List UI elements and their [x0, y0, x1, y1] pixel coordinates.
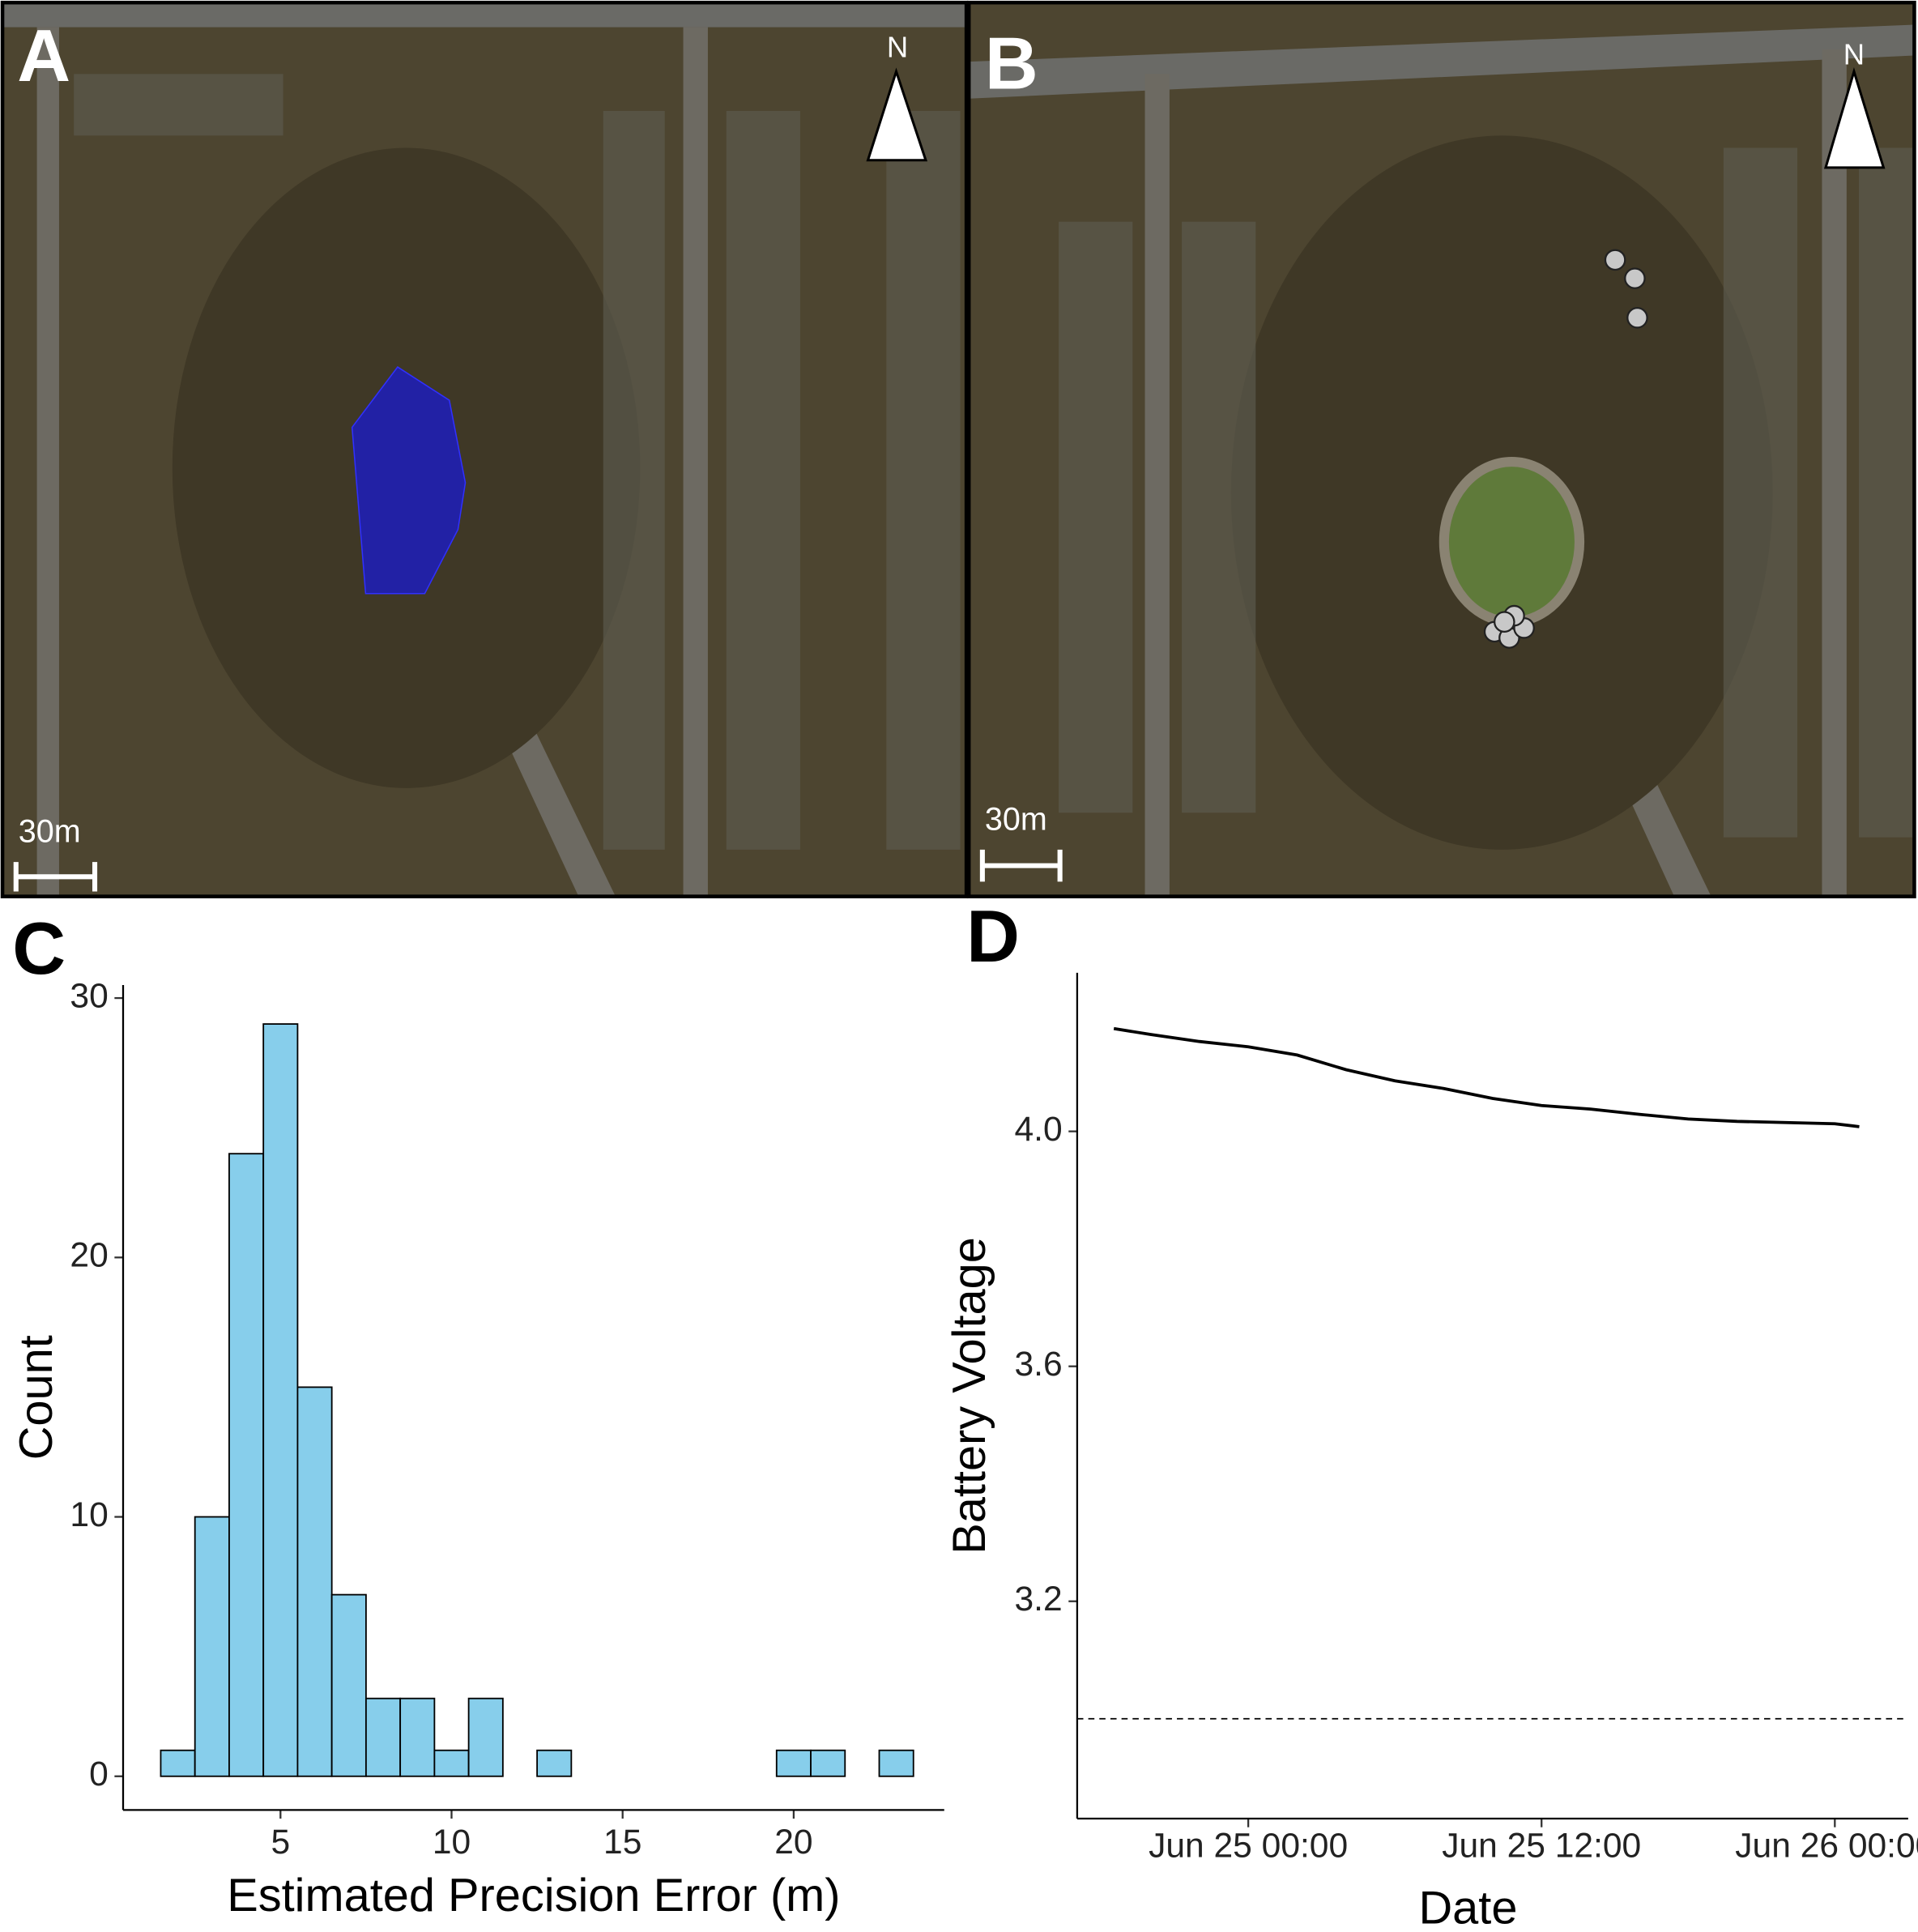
location-point — [1604, 249, 1626, 271]
x-tick-label: 5 — [271, 1823, 290, 1862]
scale-bar — [979, 849, 1063, 882]
y-tick-label: 3.6 — [1015, 1345, 1063, 1384]
bar — [467, 1697, 504, 1777]
y-tick-label: 0 — [89, 1755, 109, 1793]
road — [1822, 49, 1847, 897]
location-point — [1624, 267, 1646, 289]
road — [2, 2, 967, 28]
bar — [810, 1749, 846, 1777]
north-arrow — [866, 67, 928, 162]
bar — [878, 1749, 914, 1777]
x-tick-label: 15 — [603, 1823, 641, 1862]
bar — [433, 1749, 470, 1777]
x-axis-title: Estimated Precision Error (m) — [227, 1870, 840, 1921]
map-frame — [966, 0, 1916, 898]
north-label: N — [1843, 38, 1865, 71]
houses — [603, 110, 665, 850]
location-point — [1494, 611, 1515, 633]
road — [36, 27, 59, 897]
bar — [364, 1697, 402, 1777]
bar — [262, 1023, 299, 1777]
charts: 5 10 15 20 0 10 20 30 Estimated Precision Error … — [11, 895, 1918, 1932]
bar — [194, 1516, 230, 1777]
houses — [1059, 221, 1133, 813]
panel-label: C — [12, 907, 66, 990]
houses — [726, 110, 800, 850]
houses — [1723, 147, 1798, 838]
map-b: N 30m B — [966, 0, 1916, 898]
x-tick-label: Jun 25 12:00 — [1442, 1827, 1641, 1866]
location-points — [1483, 249, 1648, 649]
y-tick-label: 4.0 — [1015, 1110, 1063, 1149]
clearing — [1438, 457, 1585, 627]
houses — [886, 110, 961, 850]
bar — [160, 1749, 196, 1777]
map-frame — [0, 0, 969, 898]
north-arrow — [1823, 67, 1886, 169]
map-a: N 30m A — [0, 0, 969, 898]
bar — [775, 1749, 812, 1777]
panel-label: B — [985, 22, 1038, 104]
north-label: N — [887, 31, 908, 64]
y-tick-label: 3.2 — [1015, 1580, 1063, 1619]
y-tick-label: 20 — [70, 1236, 108, 1275]
houses — [74, 74, 283, 136]
panel-label: D — [966, 895, 1020, 978]
bar — [536, 1749, 573, 1777]
houses — [1859, 147, 1915, 838]
bar — [296, 1386, 333, 1777]
road — [683, 27, 708, 897]
y-tick-label: 10 — [70, 1495, 108, 1534]
bar — [399, 1697, 436, 1777]
houses — [1182, 221, 1256, 813]
x-axis-title: Date — [1418, 1882, 1517, 1932]
y-axis-title: Count — [11, 1335, 62, 1460]
line — [1113, 1026, 1860, 1128]
scale-label: 30m — [19, 814, 81, 850]
scale-bar — [13, 862, 98, 892]
x-tick-label: 10 — [433, 1823, 471, 1862]
x-tick-label: Jun 25 00:00 — [1149, 1827, 1348, 1866]
x-tick-label: Jun 26 00:00 — [1735, 1827, 1918, 1866]
road — [1144, 74, 1170, 897]
home-range-polygon — [351, 366, 467, 595]
bar — [330, 1593, 367, 1777]
y-axis-title: Battery Voltage — [944, 1237, 995, 1555]
scale-label: 30m — [985, 801, 1047, 837]
panel-label: A — [17, 15, 70, 97]
road — [969, 24, 1915, 99]
x-tick-label: 20 — [774, 1823, 812, 1862]
location-point — [1626, 306, 1648, 329]
bar — [228, 1153, 265, 1777]
y-tick-label: 30 — [70, 976, 108, 1015]
